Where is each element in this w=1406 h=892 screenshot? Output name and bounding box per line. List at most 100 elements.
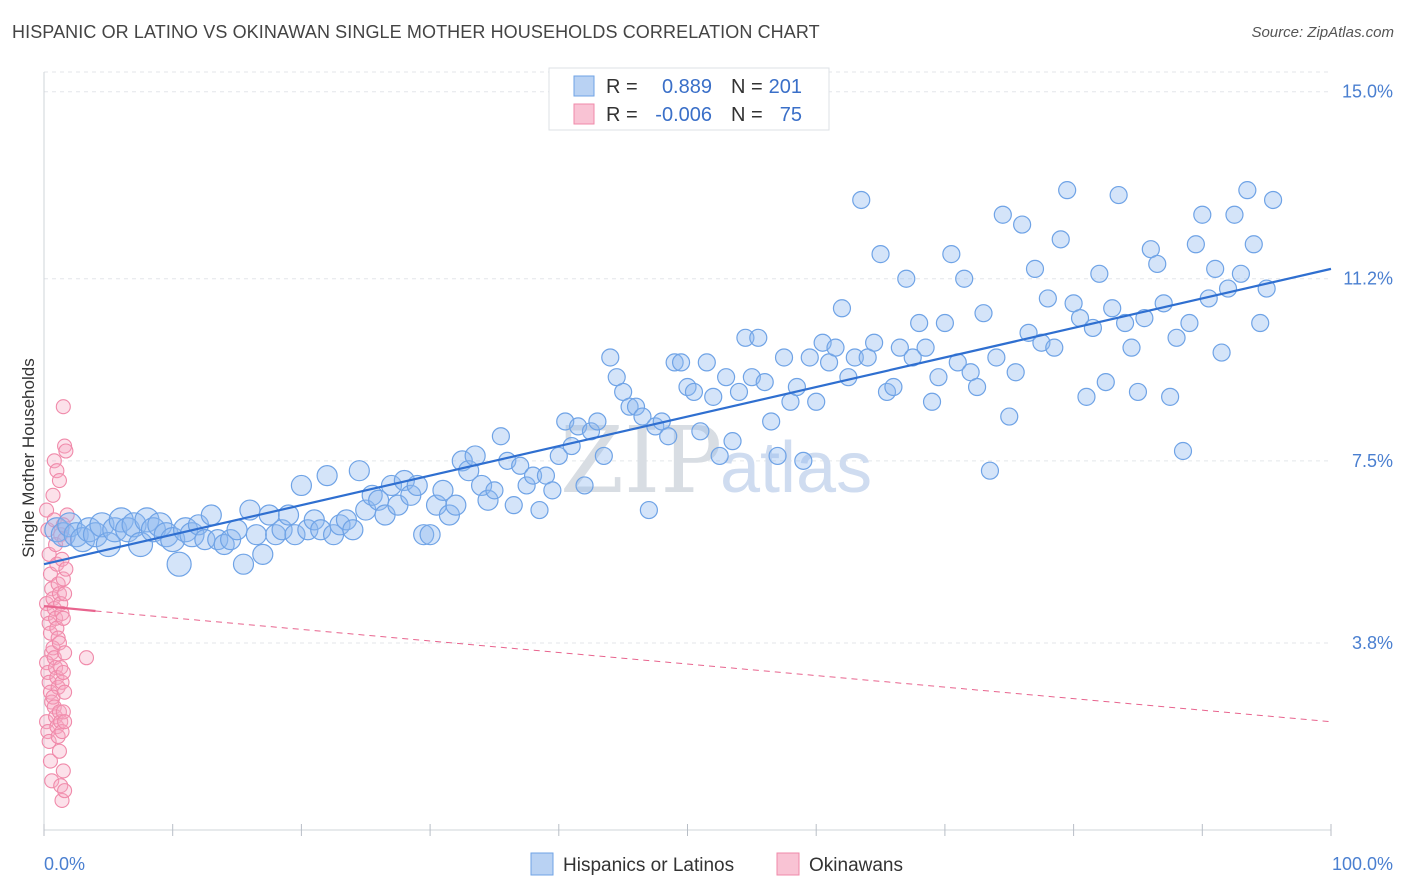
hispanics-point-113 — [774, 348, 794, 367]
okinawans-point-17 — [41, 733, 57, 749]
hispanics-point-176 — [1180, 313, 1199, 333]
y-axis-label: Single Mother Households — [19, 358, 38, 557]
series-legend: Hispanics or Latinos Okinawans — [530, 852, 903, 876]
hispanics-point-177 — [1186, 235, 1205, 254]
okinawans-points — [39, 399, 95, 809]
hispanics-point-180 — [1206, 259, 1225, 278]
hispanics-point-175 — [1173, 441, 1193, 461]
hispanics-point-38 — [290, 474, 312, 497]
hispanics-point-75 — [530, 500, 549, 520]
okinawans-point-57 — [55, 399, 71, 415]
legend-r-label-1: R = — [606, 76, 638, 98]
okinawans-point-68 — [57, 684, 73, 700]
hispanics-point-183 — [1225, 205, 1244, 224]
hispanics-point-146 — [987, 348, 1006, 367]
okinawans-point-67 — [55, 664, 71, 681]
x-tick-label-1: 100.0% — [1332, 854, 1393, 874]
hispanics-point-24 — [200, 504, 222, 526]
hispanics-point-102 — [704, 387, 723, 406]
hispanics-point-72 — [511, 456, 530, 475]
okinawans-point-41 — [49, 463, 65, 479]
bottom-legend-hispanics: Hispanics or Latinos — [563, 855, 734, 876]
hispanics-point-68 — [485, 481, 504, 500]
y-tick-labels: 3.8% 7.5% 11.2% 15.0% — [1342, 82, 1393, 653]
y-tick-label-2: 11.2% — [1343, 269, 1393, 289]
hispanics-point-89 — [620, 397, 639, 416]
watermark-atlas: atlas — [720, 428, 872, 508]
hispanics-point-150 — [1013, 215, 1032, 234]
hispanics-point-152 — [1025, 259, 1045, 278]
hispanics-point-106 — [729, 382, 749, 402]
hispanics-point-103 — [710, 446, 729, 466]
okinawans-point-20 — [45, 487, 61, 503]
hispanics-point-109 — [749, 328, 768, 347]
legend-n-value-2: 75 — [780, 104, 802, 126]
hispanics-point-127 — [865, 333, 884, 352]
hispanics-point-118 — [807, 392, 826, 411]
hispanics-point-77 — [543, 481, 562, 500]
hispanics-point-141 — [955, 269, 974, 288]
hispanics-point-100 — [691, 422, 710, 441]
legend-r-value-2: -0.006 — [655, 104, 712, 126]
okinawans-point-60 — [59, 507, 75, 523]
hispanics-point-139 — [942, 245, 961, 264]
okinawans-point-0 — [39, 502, 55, 518]
hispanics-point-121 — [826, 338, 845, 357]
hispanics-point-165 — [1109, 185, 1128, 205]
hispanics-point-148 — [1000, 407, 1019, 426]
hispanics-point-62 — [445, 494, 467, 516]
hispanics-point-84 — [588, 412, 607, 431]
axes — [43, 72, 1332, 836]
hispanics-point-69 — [491, 427, 510, 446]
okinawans-point-40 — [46, 453, 62, 469]
hispanics-point-28 — [226, 519, 248, 541]
bottom-legend-swatch-pink — [776, 852, 800, 876]
hispanics-point-185 — [1238, 181, 1257, 200]
legend-box — [548, 67, 830, 131]
hispanics-point-46 — [342, 519, 364, 541]
legend-n-label-2: N = — [731, 104, 763, 126]
hispanics-point-42 — [316, 465, 338, 487]
hispanics-point-166 — [1115, 313, 1135, 333]
hispanics-point-145 — [980, 461, 1000, 480]
chart-title: HISPANIC OR LATINO VS OKINAWAN SINGLE MO… — [12, 22, 820, 42]
hispanics-point-137 — [929, 368, 948, 387]
hispanics-point-174 — [1167, 328, 1186, 347]
hispanics-point-74 — [523, 466, 543, 485]
hispanics-point-97 — [671, 353, 691, 372]
hispanics-point-57 — [413, 524, 435, 546]
hispanics-point-187 — [1251, 313, 1270, 333]
hispanics-point-110 — [755, 372, 774, 392]
legend-swatch-blue — [573, 75, 595, 97]
hispanics-point-186 — [1244, 235, 1263, 254]
hispanics-point-60 — [432, 479, 454, 501]
hispanics-point-99 — [684, 382, 704, 402]
hispanics-point-117 — [800, 348, 819, 367]
bottom-legend-okinawans: Okinawans — [809, 855, 903, 876]
hispanics-point-19 — [166, 551, 192, 577]
hispanics-point-104 — [717, 368, 736, 387]
hispanics-point-169 — [1135, 309, 1154, 328]
hispanics-point-111 — [762, 412, 781, 431]
okinawans-point-66 — [57, 645, 73, 661]
hispanics-point-82 — [575, 476, 594, 495]
hispanics-point-171 — [1148, 254, 1167, 274]
legend-swatch-pink — [573, 103, 595, 125]
trend-lines — [43, 267, 1332, 723]
hispanics-point-32 — [252, 543, 274, 565]
stats-legend: R = 0.889 N = 201 R = -0.006 N = 75 — [548, 67, 830, 131]
source-label: Source: ZipAtlas.com — [1251, 24, 1394, 41]
hispanics-point-163 — [1096, 372, 1115, 392]
hispanics-point-162 — [1090, 264, 1109, 283]
hispanics-point-138 — [935, 313, 955, 333]
hispanics-point-130 — [884, 377, 903, 397]
hispanics-point-155 — [1045, 338, 1064, 357]
y-tick-label-0: 3.8% — [1352, 633, 1393, 653]
hispanics-point-135 — [916, 338, 935, 357]
hispanics-point-136 — [922, 392, 942, 411]
hispanics-point-80 — [562, 436, 581, 456]
hispanics-point-67 — [477, 489, 499, 511]
okinawans-point-73 — [58, 561, 74, 577]
hispanics-point-164 — [1103, 299, 1122, 318]
hispanics-point-37 — [284, 524, 306, 546]
